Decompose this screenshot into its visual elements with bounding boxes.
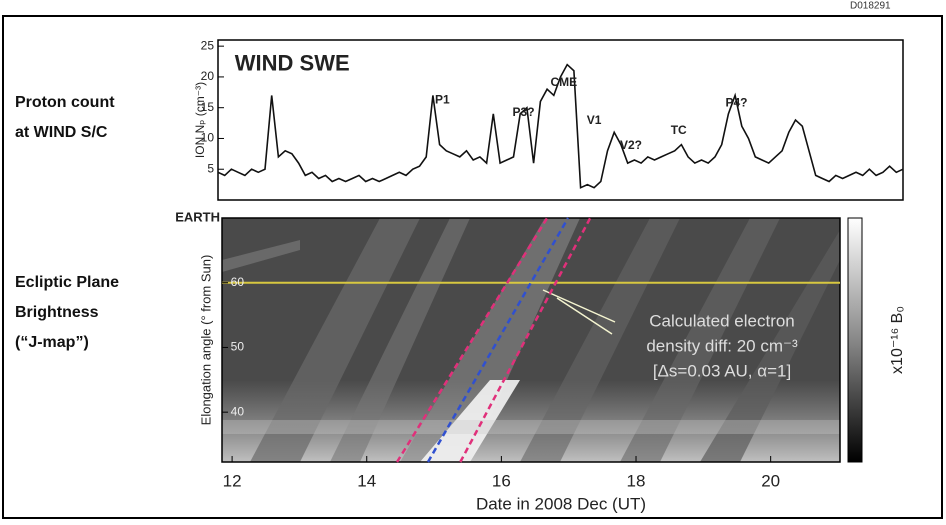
- track-line: [395, 217, 549, 463]
- y-tick-label: 10: [201, 131, 215, 145]
- annotation: TC: [671, 123, 687, 137]
- y-tick-label: EARTH: [175, 209, 220, 224]
- annotation: Calculated electron: [649, 311, 795, 330]
- annotation: V2?: [620, 138, 642, 152]
- annotation: P1: [435, 92, 450, 106]
- annotation: [Δs=0.03 AU, α=1]: [653, 361, 791, 380]
- panel-label: Brightness: [15, 304, 99, 321]
- y-tick-label: 5: [207, 161, 214, 175]
- y-axis-label: ION Nₚ (cm⁻³): [193, 82, 207, 158]
- annotation: V1: [587, 113, 602, 127]
- y-tick-label: 25: [201, 38, 215, 52]
- y-axis-label: Elongation angle (° from Sun): [198, 255, 213, 426]
- panel-label: (“J-map”): [15, 334, 89, 351]
- y-tick-label: 15: [201, 100, 215, 114]
- panel-label: Ecliptic Plane: [15, 274, 119, 291]
- x-axis-label: Date in 2008 Dec (UT): [476, 494, 646, 513]
- x-tick-label: 20: [761, 471, 780, 490]
- x-tick-label: 16: [492, 471, 511, 490]
- panel-label: at WIND S/C: [15, 124, 108, 141]
- panel-label: Proton count: [15, 94, 115, 111]
- jmap-image: [222, 218, 840, 462]
- x-tick-label: 14: [357, 471, 376, 490]
- annotation: P3?: [513, 105, 535, 119]
- annotation: P4?: [725, 96, 747, 110]
- plot-frame: [217, 39, 904, 201]
- x-tick-label: 18: [627, 471, 646, 490]
- track-line: [426, 217, 570, 463]
- y-tick-label: 20: [201, 69, 215, 83]
- figure-id: D018291: [850, 1, 891, 12]
- figure-frame: [2, 15, 943, 519]
- annotation: CME: [551, 75, 578, 89]
- chart-title: WIND SWE: [235, 50, 350, 75]
- data-line: [217, 63, 904, 189]
- x-tick-label: 12: [223, 471, 242, 490]
- colorbar-label: x10⁻¹⁶ B₀: [889, 306, 906, 374]
- annotation-arrow: [556, 297, 613, 335]
- y-tick-label: 60: [231, 275, 245, 289]
- annotation-arrow: [542, 289, 616, 323]
- plot-frame: [221, 217, 841, 463]
- y-tick-label: 50: [231, 340, 245, 354]
- colorbar: [847, 217, 863, 463]
- track-line: [459, 217, 592, 463]
- annotation: density diff: 20 cm⁻³: [646, 336, 798, 355]
- y-tick-label: 40: [231, 404, 245, 418]
